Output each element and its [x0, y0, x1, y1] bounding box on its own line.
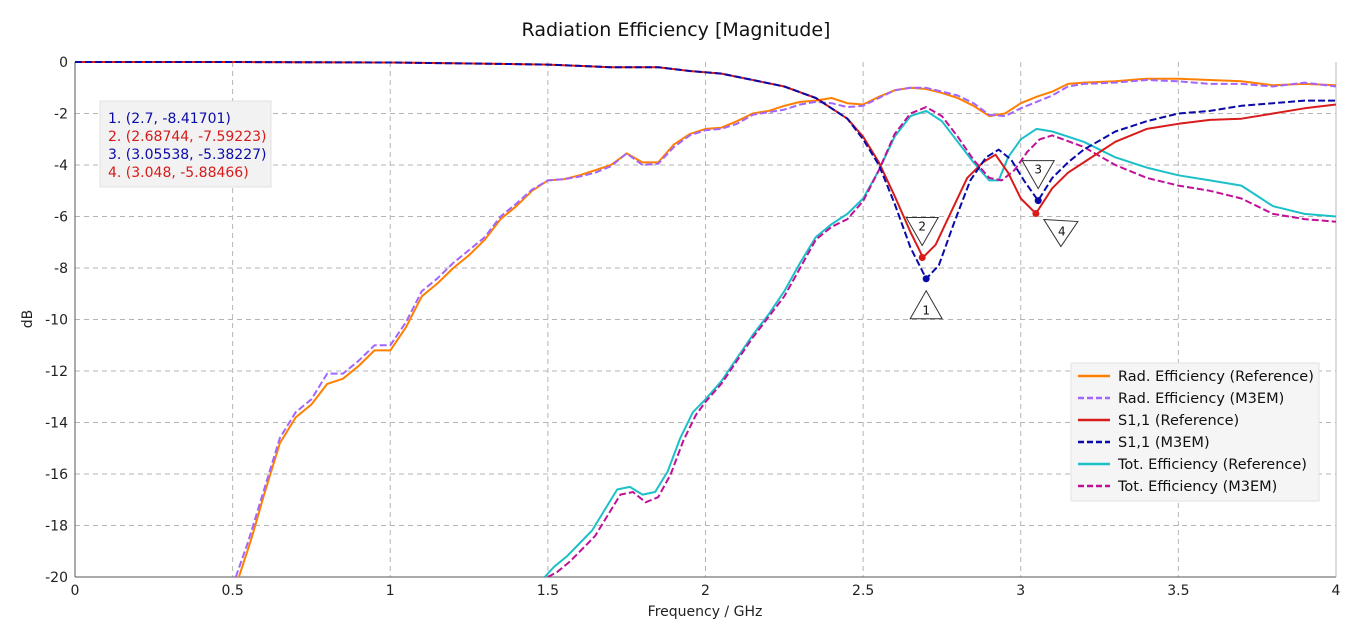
x-tick-label: 2.5	[852, 583, 874, 599]
grid-lines	[74, 62, 1337, 578]
y-tick-label: -18	[45, 519, 68, 535]
x-tick-label: 0	[71, 583, 80, 599]
marker-number-1: 1	[922, 304, 930, 318]
marker-triangle-1	[909, 289, 944, 320]
marker-readout-4: 4. (3.048, -5.88466)	[108, 165, 249, 181]
marker-number-2: 2	[918, 219, 926, 233]
series-line-4	[543, 109, 1336, 577]
x-tick-label: 0.5	[221, 583, 243, 599]
legend-entry-4: Tot. Efficiency (Reference)	[1117, 457, 1307, 473]
plot-area	[75, 61, 1336, 577]
marker-triangle-4	[1042, 218, 1079, 248]
marker-layer: 1 2 3 4	[905, 160, 1079, 320]
legend-box	[1070, 362, 1320, 502]
marker-readout-3: 3. (3.05538, -5.38227)	[108, 147, 266, 163]
legend: Rad. Efficiency (Reference) Rad. Efficien…	[1070, 362, 1320, 502]
x-tick-label: 1	[386, 583, 395, 599]
marker-dot-4	[1032, 210, 1040, 218]
series-line-0	[237, 77, 1336, 577]
marker-readout-1: 1. (2.7, -8.41701)	[108, 111, 231, 127]
x-tick-label: 4	[1332, 583, 1341, 599]
y-tick-label: -10	[45, 313, 68, 329]
marker-dot-3	[1034, 197, 1042, 205]
y-tick-label: -16	[45, 467, 68, 483]
y-tick-label: -12	[45, 364, 68, 380]
marker-triangle-3	[1021, 160, 1056, 190]
axis-ticks: 0 0.5 1 1.5 2 2.5 3 3.5 4 0 -2 -4 -6 -8 -10 -12 -14 -16 -1…	[45, 55, 1340, 599]
legend-entry-5: Tot. Efficiency (M3EM)	[1117, 479, 1277, 495]
series-line-1	[234, 79, 1336, 577]
marker-dot-2	[918, 253, 926, 261]
x-tick-label: 3.5	[1167, 583, 1189, 599]
marker-number-3: 3	[1034, 163, 1042, 177]
marker-number-4: 4	[1058, 225, 1066, 239]
x-tick-label: 1.5	[537, 583, 559, 599]
legend-entry-2: S1,1 (Reference)	[1118, 413, 1239, 429]
marker-dot-1	[922, 275, 930, 283]
x-tick-label: 2	[701, 583, 710, 599]
y-tick-label: -6	[54, 210, 68, 226]
legend-entry-0: Rad. Efficiency (Reference)	[1118, 369, 1314, 385]
marker-readout-2: 2. (2.68744, -7.59223)	[108, 129, 266, 145]
y-tick-label: 0	[59, 55, 68, 71]
y-tick-label: -14	[45, 416, 68, 432]
legend-entry-3: S1,1 (M3EM)	[1118, 435, 1210, 451]
x-axis-label: Frequency / GHz	[648, 604, 763, 620]
marker-readout-box: 1. (2.7, -8.41701) 2. (2.68744, -7.59223)…	[99, 100, 272, 188]
legend-entry-1: Rad. Efficiency (M3EM)	[1118, 391, 1284, 407]
series-line-5	[547, 106, 1336, 577]
y-axis-label: dB	[20, 310, 36, 329]
marker-box-bg	[99, 100, 272, 188]
marker-triangle-2	[905, 216, 940, 247]
y-tick-label: -8	[54, 261, 68, 277]
y-tick-label: -2	[54, 107, 68, 123]
y-tick-label: -4	[54, 158, 68, 174]
x-tick-label: 3	[1016, 583, 1025, 599]
y-tick-label: -20	[45, 570, 68, 586]
chart-title: Radiation Efficiency [Magnitude]	[522, 19, 831, 41]
